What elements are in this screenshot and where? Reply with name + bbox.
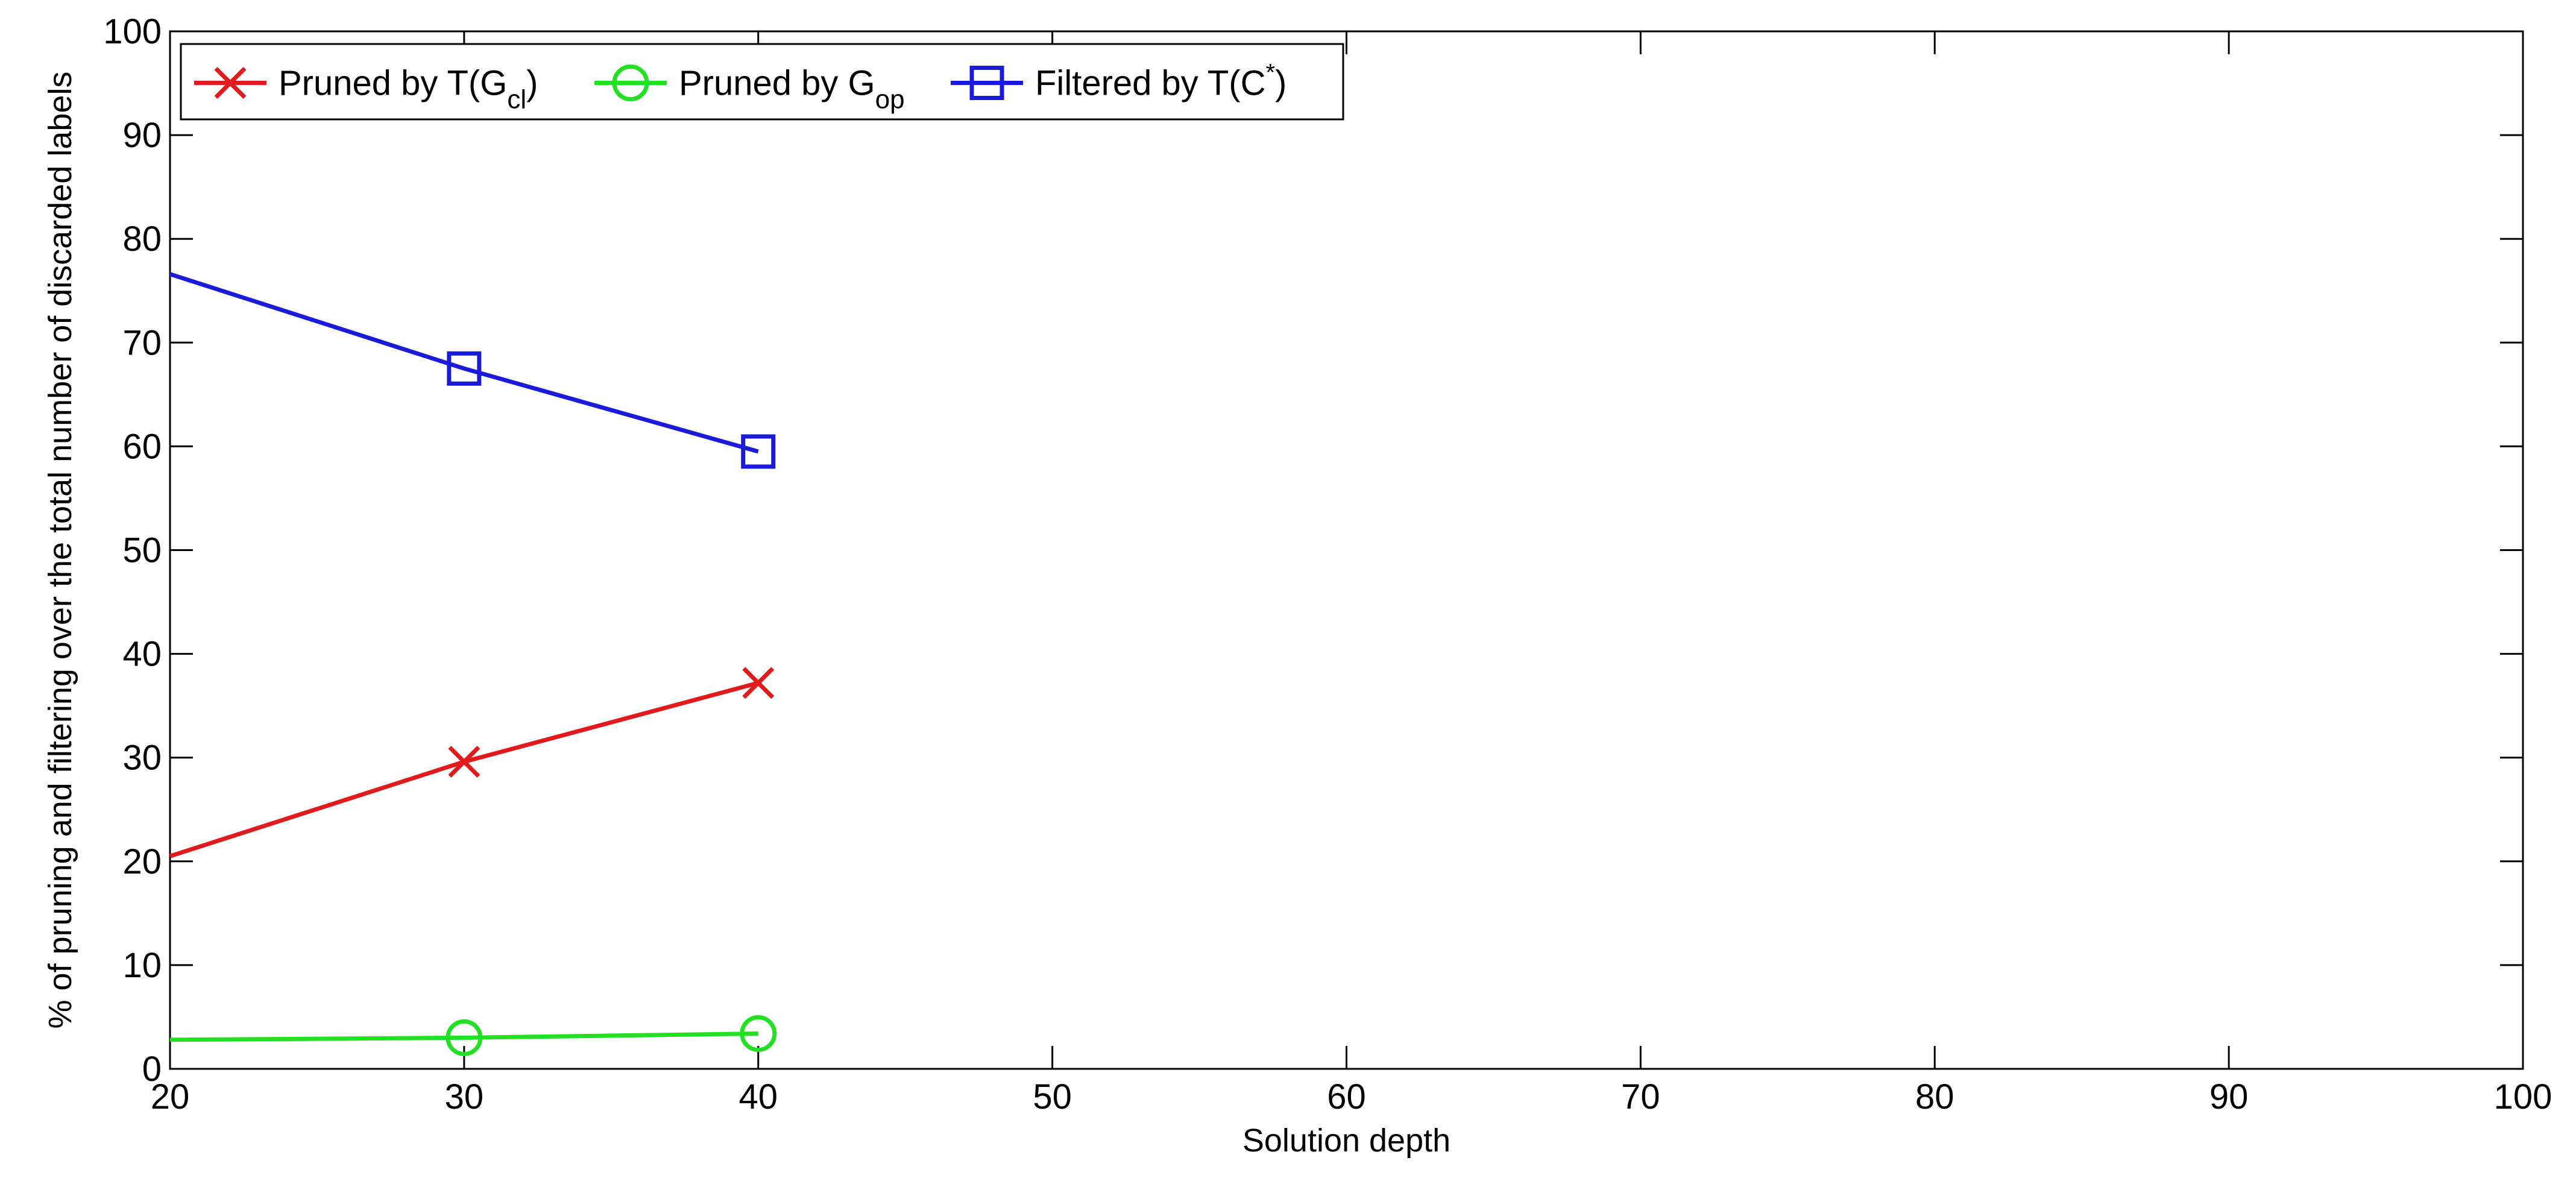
x-tick-label: 80 xyxy=(1915,1077,1954,1116)
y-tick-label: 90 xyxy=(122,116,162,155)
y-tick-label: 80 xyxy=(122,219,162,259)
y-axis-ticks: 0 10 20 30 40 50 60 70 80 90 100 xyxy=(103,12,2523,1089)
x-tick-label: 50 xyxy=(1033,1077,1072,1116)
legend-box xyxy=(180,43,1344,121)
y-tick-label: 100 xyxy=(103,12,162,51)
legend-label: Pruned by Gop xyxy=(679,64,905,115)
y-tick-label: 60 xyxy=(122,427,162,466)
x-axis-ticks: 20 30 40 50 60 70 80 90 100 xyxy=(151,31,2552,1116)
series-line xyxy=(169,681,759,858)
y-tick-label: 70 xyxy=(122,323,162,362)
series-2 xyxy=(169,272,776,469)
legend-item: Pruned by Gop xyxy=(594,64,905,115)
x-tick-label: 60 xyxy=(1327,1077,1366,1116)
data-point-marker xyxy=(741,434,776,469)
data-point-marker xyxy=(742,667,775,699)
data-point-marker xyxy=(446,1019,483,1056)
plot-area xyxy=(169,30,2524,1070)
y-tick-label: 30 xyxy=(122,738,162,778)
x-axis-label: Solution depth xyxy=(1242,1123,1450,1159)
x-tick-label: 30 xyxy=(445,1077,484,1116)
legend-item: Filtered by T(C*) xyxy=(951,60,1286,103)
legend-swatch-marker xyxy=(612,65,649,101)
x-tick-label: 70 xyxy=(1621,1077,1660,1116)
legend-label: Pruned by T(Gcl) xyxy=(279,64,538,115)
y-tick-label: 0 xyxy=(142,1050,162,1089)
series-0 xyxy=(169,667,775,858)
data-point-marker xyxy=(740,1015,777,1052)
x-tick-label: 100 xyxy=(2494,1077,2552,1116)
legend-label: Filtered by T(C*) xyxy=(1035,60,1286,103)
y-axis-label: % of pruning and filtering over the tota… xyxy=(42,72,78,1029)
series-line xyxy=(169,272,759,454)
legend-swatch-marker xyxy=(969,66,1004,100)
y-tick-label: 40 xyxy=(122,635,162,674)
y-tick-label: 10 xyxy=(122,946,162,985)
y-tick-label: 20 xyxy=(122,842,162,881)
data-point-marker xyxy=(447,351,482,386)
x-tick-label: 20 xyxy=(151,1077,190,1116)
x-tick-label: 90 xyxy=(2209,1077,2249,1116)
data-point-marker xyxy=(448,746,480,778)
series-1 xyxy=(169,1015,777,1056)
y-tick-label: 50 xyxy=(122,531,162,570)
x-tick-label: 40 xyxy=(738,1077,778,1116)
series-layer xyxy=(169,272,777,1056)
legend-swatch-marker xyxy=(214,67,247,99)
legend-item: Pruned by T(Gcl) xyxy=(194,64,538,115)
series-line xyxy=(169,1031,758,1042)
legend: Pruned by T(Gcl) Pruned by Gop Filtered by… xyxy=(180,43,1344,121)
